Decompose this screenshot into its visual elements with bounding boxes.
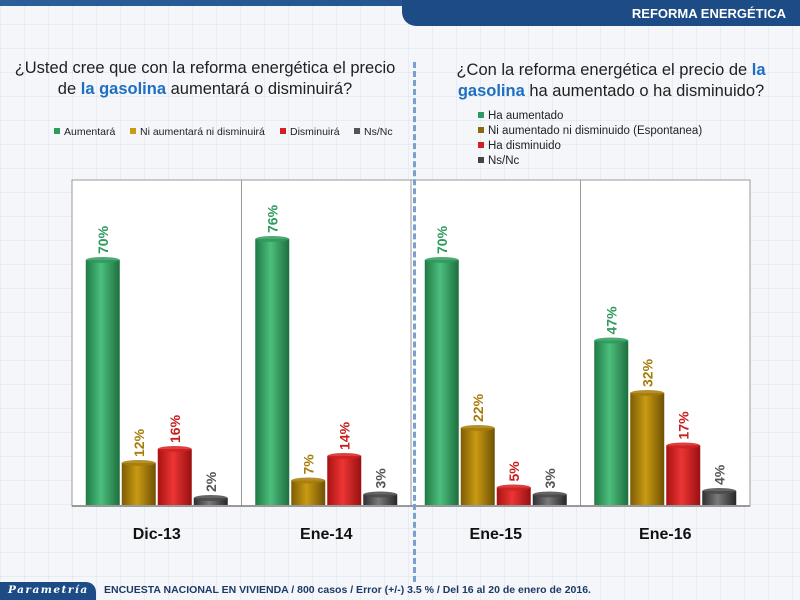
bar bbox=[702, 491, 737, 505]
bar bbox=[496, 487, 531, 505]
legend-swatch bbox=[354, 128, 360, 134]
data-label: 5% bbox=[506, 461, 522, 482]
bar bbox=[157, 449, 192, 505]
bar-cap bbox=[630, 390, 665, 396]
bar-cap bbox=[666, 442, 701, 449]
data-label: 12% bbox=[131, 428, 147, 457]
left-question-line1: ¿Usted cree que con la reforma energétic… bbox=[14, 59, 396, 77]
bar bbox=[291, 480, 326, 505]
bar-cap bbox=[327, 453, 362, 459]
data-label: 3% bbox=[542, 468, 558, 489]
legend-right: Ha aumentado Ni aumentado ni disminuido … bbox=[478, 110, 778, 170]
legend-label: Aumentará bbox=[64, 126, 116, 138]
bar bbox=[630, 393, 665, 505]
section-header: REFORMA ENERGÉTICA bbox=[402, 0, 800, 26]
bar-cap bbox=[460, 425, 495, 431]
legend-swatch bbox=[130, 128, 136, 134]
legend-label: Ns/Nc bbox=[364, 126, 393, 138]
category-label: Dic-13 bbox=[133, 526, 181, 543]
legend-label: Ha disminuido bbox=[488, 140, 561, 152]
labels-layer: 70% 12% 16% 2% Dic-13 76% 7% 14% 3% Ene-14 70% 22% 5… bbox=[95, 204, 728, 543]
bar-cap bbox=[532, 491, 567, 498]
data-label: 3% bbox=[372, 468, 388, 489]
bar bbox=[532, 494, 567, 505]
bar bbox=[460, 428, 495, 505]
right-question-post: ha aumentado o ha disminuido? bbox=[524, 82, 765, 100]
legend-left-item: Ns/Nc bbox=[354, 126, 393, 138]
category-label: Ene-16 bbox=[639, 526, 692, 543]
bar-cap bbox=[255, 236, 290, 242]
right-question-highlight-1: la bbox=[751, 61, 766, 79]
legend-right-item: Ni aumentado ni disminuido (Espontanea) bbox=[478, 125, 778, 140]
legend-left-item: Disminuirá bbox=[280, 126, 340, 138]
bar-cap bbox=[85, 257, 120, 263]
dashed-divider bbox=[413, 62, 416, 582]
data-label: 4% bbox=[711, 464, 727, 485]
legend-right-item: Ns/Nc bbox=[478, 155, 778, 170]
bars-layer bbox=[85, 236, 737, 505]
data-label: 22% bbox=[470, 393, 486, 422]
bar-cap bbox=[594, 337, 629, 344]
legend-swatch bbox=[54, 128, 60, 134]
data-label: 70% bbox=[434, 225, 450, 254]
right-question: ¿Con la reforma energética el precio de … bbox=[436, 60, 786, 102]
bar bbox=[594, 340, 629, 505]
bar-cap bbox=[121, 460, 156, 466]
legend-label: Ha aumentado bbox=[488, 110, 564, 122]
legend-swatch bbox=[478, 127, 484, 133]
bar bbox=[327, 456, 362, 505]
data-label: 32% bbox=[639, 358, 655, 387]
data-label: 16% bbox=[167, 414, 183, 443]
bar bbox=[255, 239, 290, 505]
data-label: 14% bbox=[336, 421, 352, 450]
bar-cap bbox=[363, 491, 398, 498]
bar bbox=[85, 260, 120, 505]
bar bbox=[363, 494, 398, 505]
bar-cap bbox=[157, 446, 192, 452]
category-label: Ene-15 bbox=[470, 526, 523, 543]
top-band bbox=[0, 0, 800, 6]
legend-left-item: Aumentará bbox=[54, 126, 115, 138]
legend-right-item: Ha disminuido bbox=[478, 140, 778, 155]
legend-swatch bbox=[478, 142, 484, 148]
bar-cap bbox=[424, 257, 459, 263]
right-question-line2: gasolina ha aumentado o ha disminuido? bbox=[436, 81, 786, 102]
legend-swatch bbox=[478, 157, 484, 163]
data-label: 7% bbox=[300, 454, 316, 475]
bar-cap bbox=[291, 477, 326, 484]
left-question-post: aumentará o disminuirá? bbox=[166, 80, 353, 98]
bar bbox=[424, 260, 459, 505]
legend-label: Ns/Nc bbox=[488, 155, 520, 167]
data-label: 70% bbox=[95, 225, 111, 254]
footer-note: ENCUESTA NACIONAL EN VIVIENDA / 800 caso… bbox=[104, 584, 591, 596]
bar bbox=[193, 498, 228, 505]
left-question: ¿Usted cree que con la reforma energétic… bbox=[12, 58, 398, 100]
legend-label: Ni aumentado ni disminuido (Espontanea) bbox=[488, 125, 703, 137]
legend-right-item: Ha aumentado bbox=[478, 110, 778, 125]
bar-cap bbox=[702, 488, 737, 494]
footer-brand: Parametría bbox=[0, 582, 96, 600]
bar-cap bbox=[496, 484, 531, 491]
left-question-pre: de bbox=[57, 80, 81, 98]
left-question-line2: de la gasolina aumentará o disminuirá? bbox=[12, 79, 398, 100]
bar bbox=[121, 463, 156, 505]
right-question-highlight-2: gasolina bbox=[457, 82, 525, 100]
right-question-pre: ¿Con la reforma energética el precio de bbox=[456, 61, 752, 79]
data-label: 76% bbox=[264, 204, 280, 233]
data-label: 2% bbox=[203, 471, 219, 492]
legend-label: Ni aumentará ni disminuirá bbox=[140, 126, 265, 138]
legend-left-item: Ni aumentará ni disminuirá bbox=[130, 126, 265, 138]
legend-left: Aumentará Ni aumentará ni disminuirá Dis… bbox=[54, 126, 414, 140]
bar bbox=[666, 445, 701, 505]
right-question-line1: ¿Con la reforma energética el precio de … bbox=[436, 60, 786, 81]
bar-cap bbox=[193, 495, 228, 501]
left-question-highlight: la gasolina bbox=[80, 80, 167, 98]
category-label: Ene-14 bbox=[300, 526, 353, 543]
legend-swatch bbox=[478, 112, 484, 118]
legend-swatch bbox=[280, 128, 286, 134]
data-label: 47% bbox=[603, 306, 619, 335]
data-label: 17% bbox=[675, 411, 691, 440]
legend-label: Disminuirá bbox=[290, 126, 340, 138]
